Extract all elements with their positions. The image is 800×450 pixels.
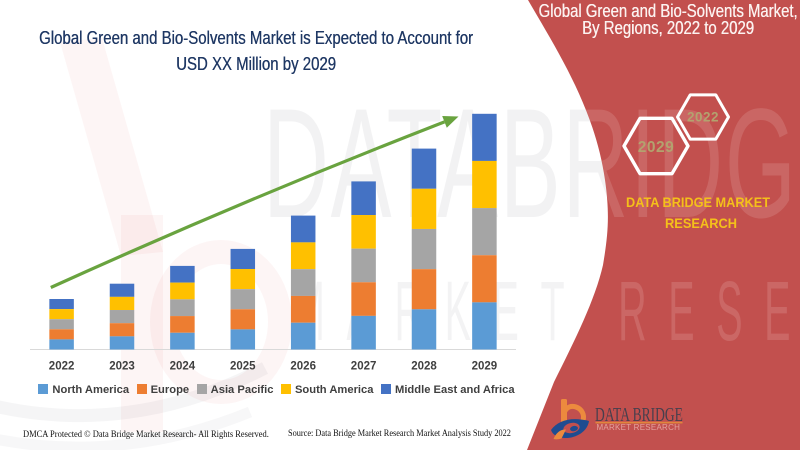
svg-text:2029: 2029 xyxy=(472,361,498,373)
svg-text:2023: 2023 xyxy=(109,361,135,373)
svg-text:2028: 2028 xyxy=(411,361,437,373)
svg-text:2025: 2025 xyxy=(230,361,256,373)
svg-text:2027: 2027 xyxy=(351,361,377,373)
svg-text:2022: 2022 xyxy=(49,361,75,373)
svg-text:2029: 2029 xyxy=(638,139,674,156)
svg-text:2026: 2026 xyxy=(290,361,316,373)
svg-text:2022: 2022 xyxy=(687,110,719,125)
svg-text:2024: 2024 xyxy=(170,361,196,373)
